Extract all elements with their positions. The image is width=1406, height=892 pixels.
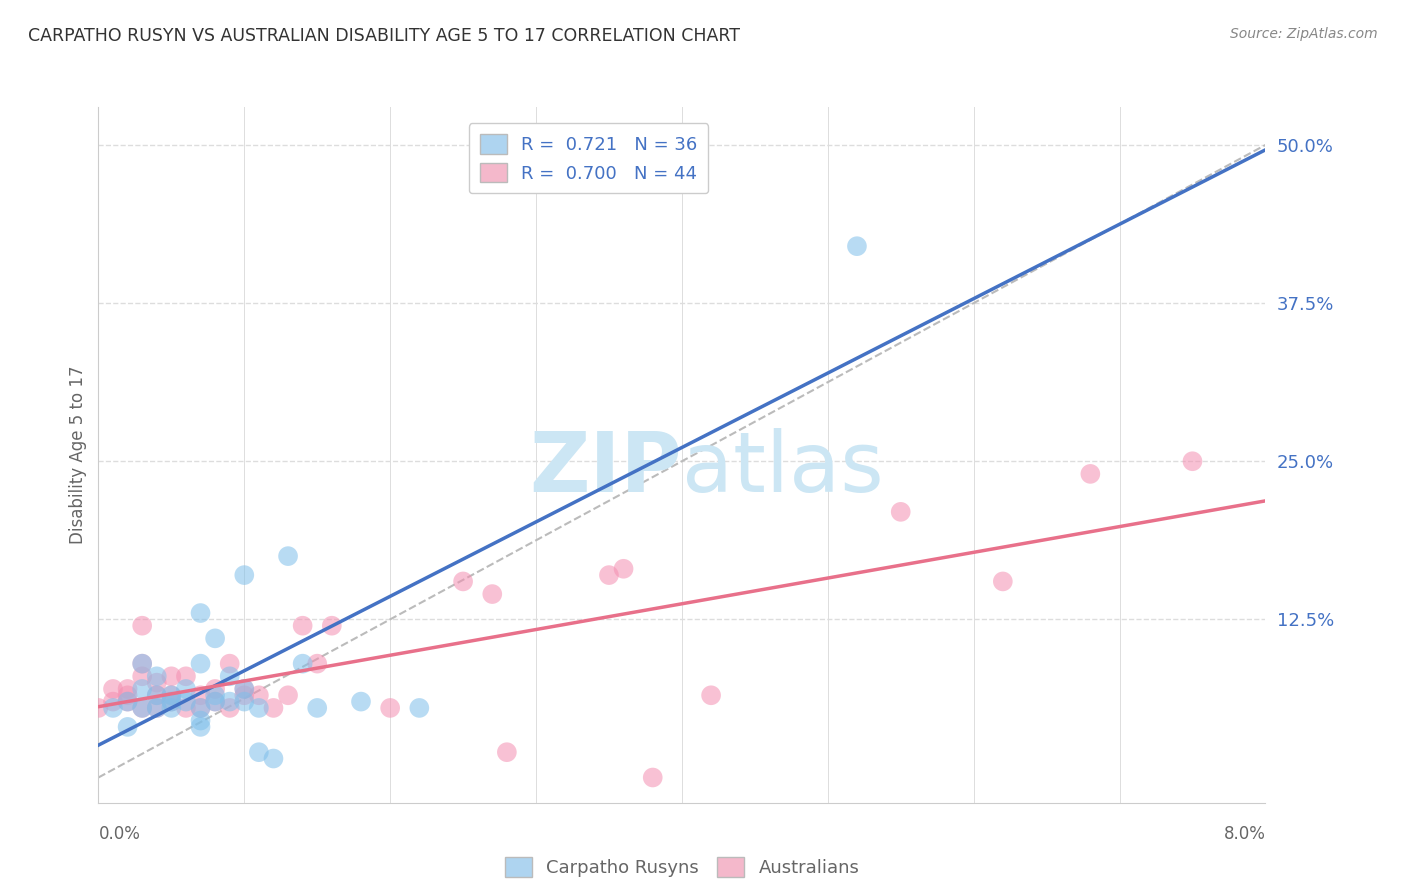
Point xyxy=(146,688,169,702)
Point xyxy=(218,701,240,715)
Point xyxy=(101,695,124,709)
Point xyxy=(190,720,212,734)
Point xyxy=(277,549,299,563)
Point xyxy=(146,701,169,715)
Point xyxy=(160,688,183,702)
Point xyxy=(160,669,183,683)
Point xyxy=(131,618,153,632)
Point xyxy=(174,701,197,715)
Point xyxy=(204,681,226,696)
Point xyxy=(233,695,256,709)
Point xyxy=(291,657,314,671)
Point xyxy=(307,701,329,715)
Point xyxy=(101,681,124,696)
Point xyxy=(233,688,256,702)
Point xyxy=(277,688,299,702)
Point xyxy=(146,688,169,702)
Point xyxy=(190,688,212,702)
Point xyxy=(262,701,284,715)
Point xyxy=(146,675,169,690)
Point xyxy=(641,771,664,785)
Point xyxy=(380,701,402,715)
Legend: Carpatho Rusyns, Australians: Carpatho Rusyns, Australians xyxy=(498,850,866,884)
Point xyxy=(131,657,153,671)
Text: atlas: atlas xyxy=(682,428,883,509)
Point xyxy=(845,239,868,253)
Point xyxy=(204,695,226,709)
Text: Source: ZipAtlas.com: Source: ZipAtlas.com xyxy=(1230,27,1378,41)
Point xyxy=(117,720,139,734)
Text: 8.0%: 8.0% xyxy=(1223,825,1265,843)
Point xyxy=(218,695,240,709)
Point xyxy=(131,657,153,671)
Point xyxy=(247,688,270,702)
Point xyxy=(117,681,139,696)
Point xyxy=(612,562,634,576)
Point xyxy=(291,618,314,632)
Point xyxy=(1080,467,1102,481)
Point xyxy=(174,669,197,683)
Text: ZIP: ZIP xyxy=(530,428,682,509)
Text: CARPATHO RUSYN VS AUSTRALIAN DISABILITY AGE 5 TO 17 CORRELATION CHART: CARPATHO RUSYN VS AUSTRALIAN DISABILITY … xyxy=(28,27,740,45)
Point xyxy=(247,701,270,715)
Point xyxy=(233,568,256,582)
Point xyxy=(991,574,1014,589)
Point xyxy=(131,681,153,696)
Point xyxy=(131,701,153,715)
Point xyxy=(496,745,519,759)
Point xyxy=(190,701,212,715)
Point xyxy=(204,632,226,646)
Point xyxy=(1181,454,1204,468)
Point xyxy=(218,657,240,671)
Point xyxy=(204,688,226,702)
Point xyxy=(146,701,169,715)
Point xyxy=(350,695,373,709)
Point xyxy=(190,657,212,671)
Point xyxy=(87,701,110,715)
Point xyxy=(160,695,183,709)
Y-axis label: Disability Age 5 to 17: Disability Age 5 to 17 xyxy=(69,366,87,544)
Point xyxy=(233,681,256,696)
Point xyxy=(307,657,329,671)
Point xyxy=(190,606,212,620)
Point xyxy=(262,751,284,765)
Point xyxy=(117,688,139,702)
Point xyxy=(160,695,183,709)
Point xyxy=(190,714,212,728)
Point xyxy=(247,745,270,759)
Point xyxy=(117,695,139,709)
Point xyxy=(146,669,169,683)
Point xyxy=(890,505,912,519)
Point xyxy=(218,669,240,683)
Point xyxy=(408,701,430,715)
Point xyxy=(160,701,183,715)
Point xyxy=(321,618,343,632)
Point xyxy=(101,701,124,715)
Point xyxy=(190,701,212,715)
Point xyxy=(233,681,256,696)
Point xyxy=(481,587,503,601)
Point xyxy=(131,701,153,715)
Point xyxy=(131,669,153,683)
Point xyxy=(451,574,474,589)
Point xyxy=(174,681,197,696)
Point xyxy=(700,688,723,702)
Text: 0.0%: 0.0% xyxy=(98,825,141,843)
Point xyxy=(160,688,183,702)
Point xyxy=(117,695,139,709)
Point xyxy=(204,695,226,709)
Point xyxy=(174,695,197,709)
Point xyxy=(598,568,620,582)
